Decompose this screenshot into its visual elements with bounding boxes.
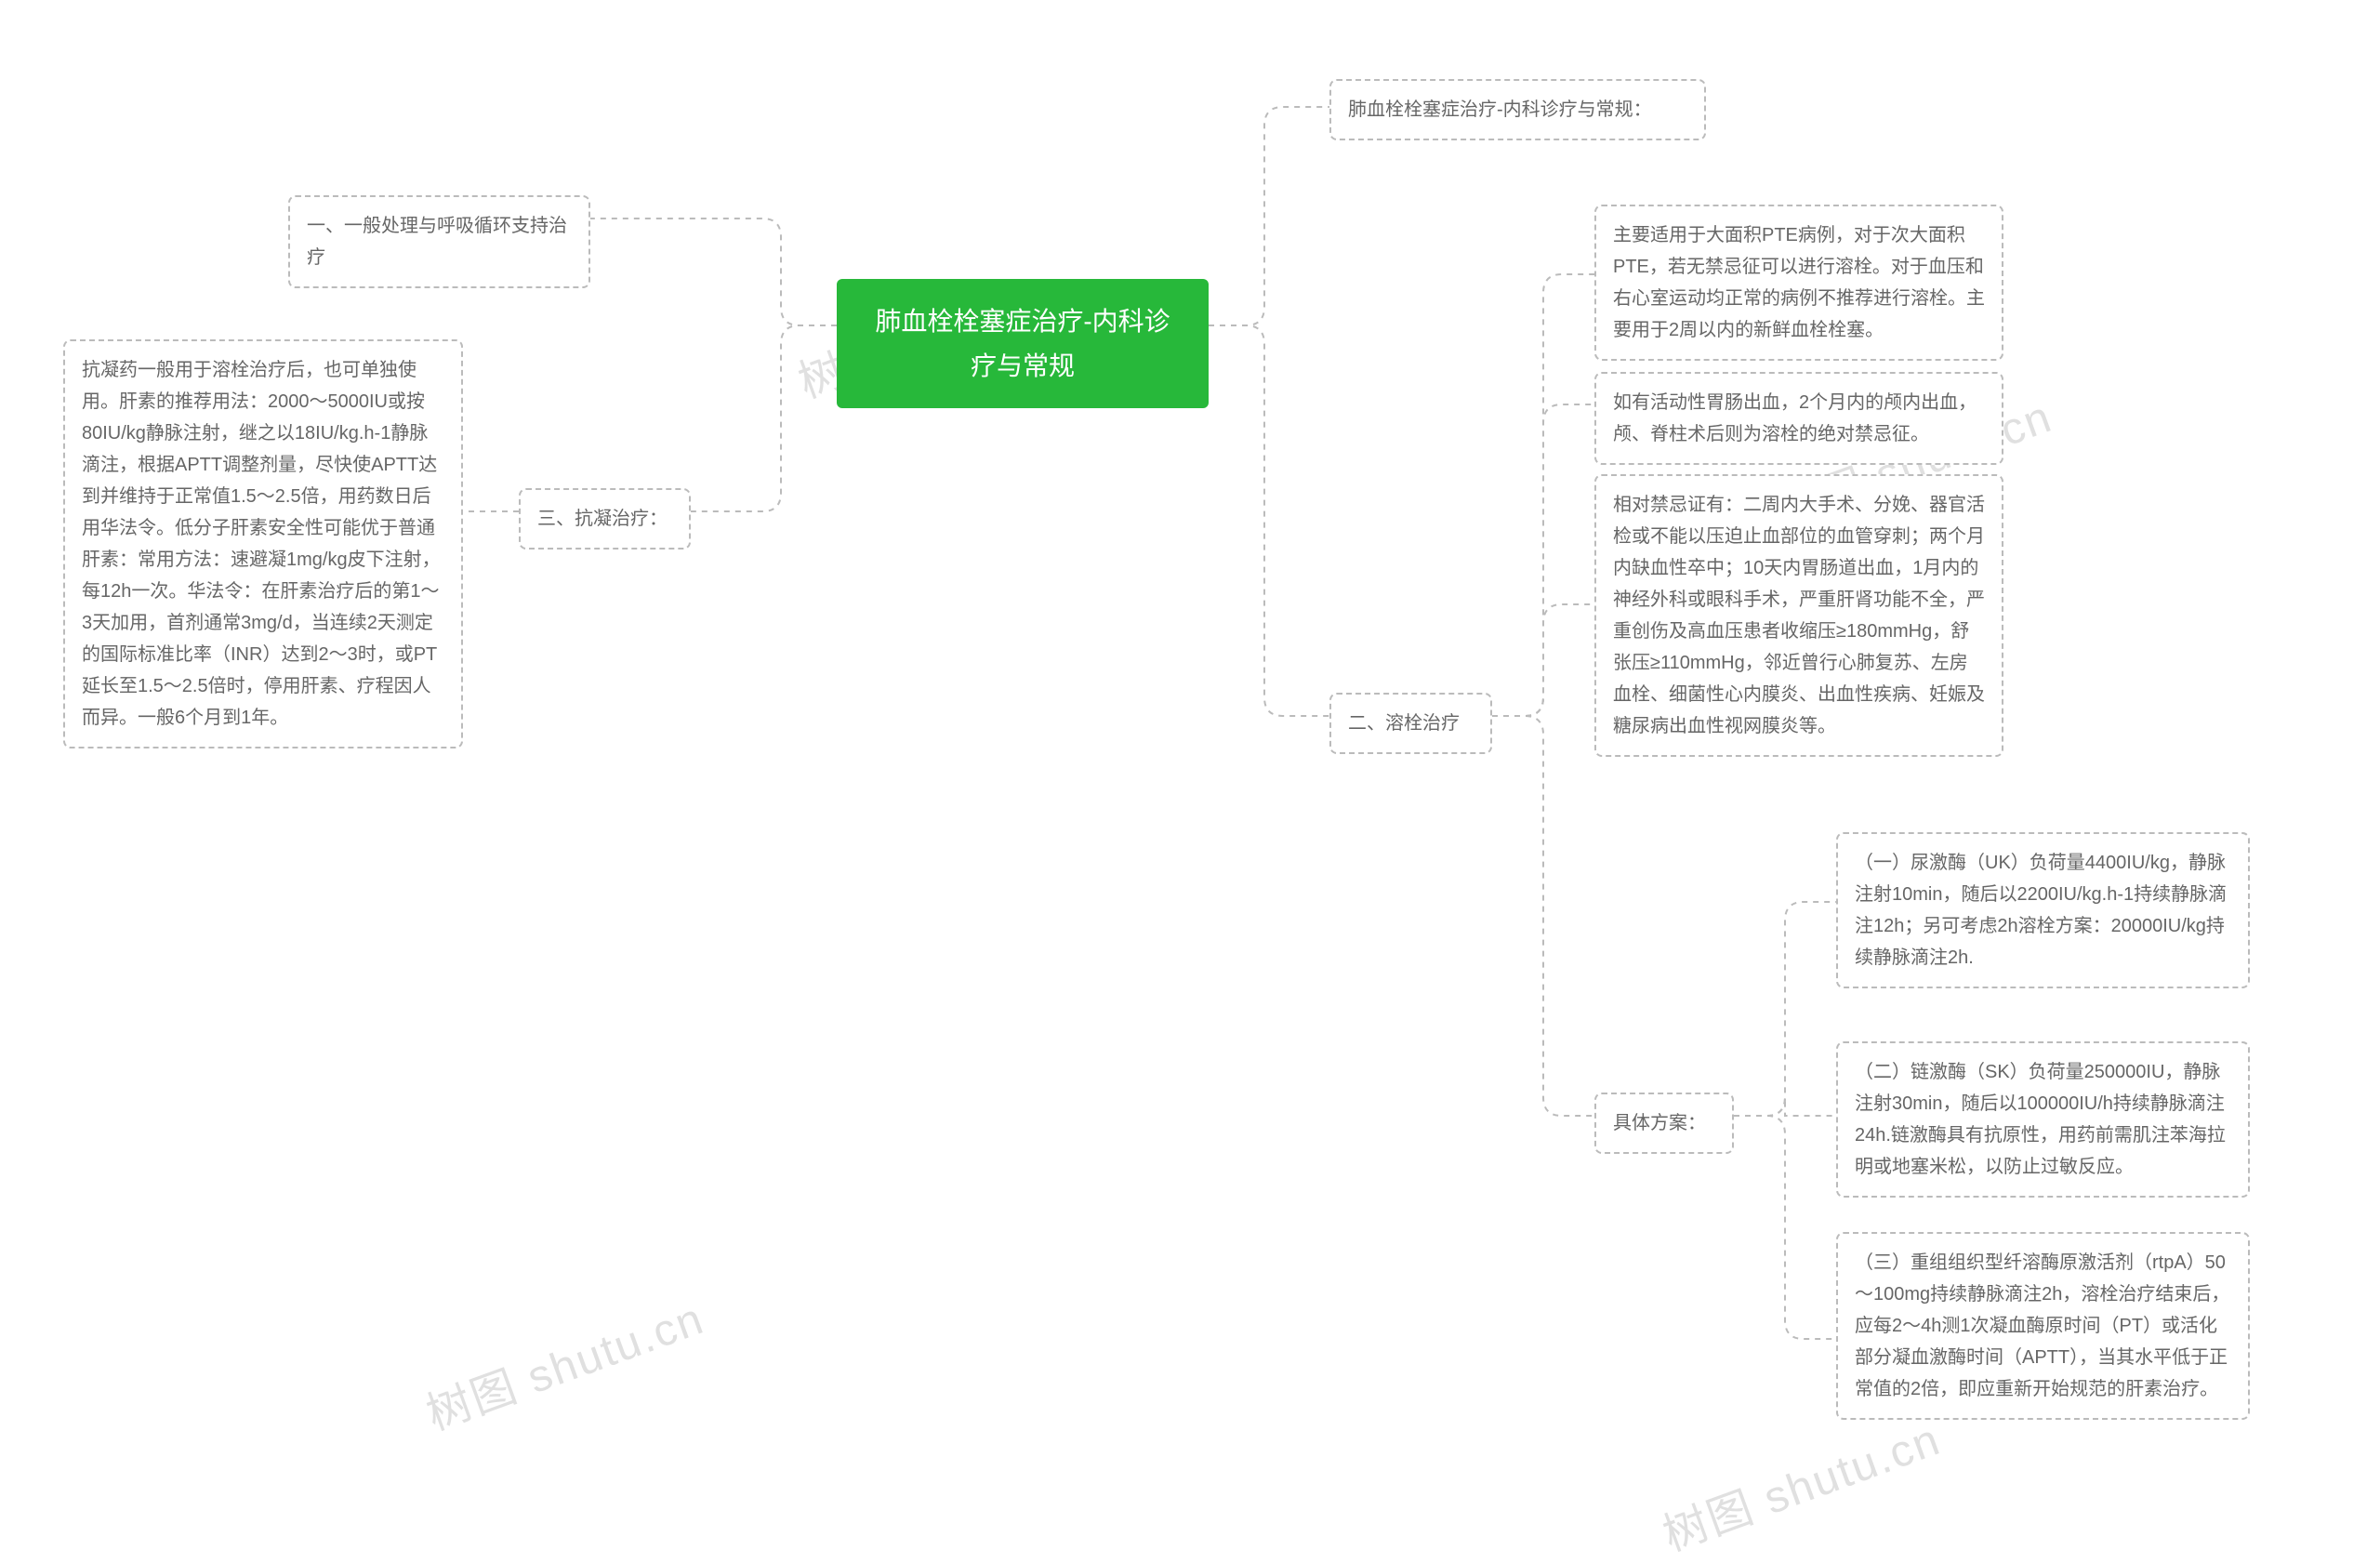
right-node-thrombo-child-3: 相对禁忌证有：二周内大手术、分娩、器官活检或不能以压迫止血部位的血管穿刺；两个月… (1594, 474, 2003, 757)
right-node-thrombolysis: 二、溶栓治疗 (1329, 693, 1492, 754)
left-node-general: 一、一般处理与呼吸循环支持治疗 (288, 195, 590, 288)
right-node-thrombo-child-2: 如有活动性胃肠出血，2个月内的颅内出血，颅、脊柱术后则为溶栓的绝对禁忌征。 (1594, 372, 2003, 465)
node-label: （二）链激酶（SK）负荷量250000IU，静脉注射30min，随后以10000… (1855, 1062, 2226, 1177)
right-node-thrombo-scheme: 具体方案： (1594, 1093, 1734, 1154)
watermark: 树图 shutu.cn (416, 1282, 711, 1443)
watermark: 树图 shutu.cn (1652, 1403, 1948, 1563)
node-label: 具体方案： (1613, 1113, 1706, 1133)
right-node-scheme-3: （三）重组组织型纤溶酶原激活剂（rtpA）50～100mg持续静脉滴注2h，溶栓… (1836, 1232, 2250, 1420)
node-label: 肺血栓栓塞症治疗-内科诊疗与常规： (1348, 99, 1652, 120)
node-label: 如有活动性胃肠出血，2个月内的颅内出血，颅、脊柱术后则为溶栓的绝对禁忌征。 (1613, 392, 1977, 444)
root-label: 肺血栓栓塞症治疗-内科诊疗与常规 (875, 307, 1170, 380)
node-label: 三、抗凝治疗： (537, 509, 668, 529)
root-node: 肺血栓栓塞症治疗-内科诊疗与常规 (837, 279, 1209, 408)
node-label: 抗凝药一般用于溶栓治疗后，也可单独使用。肝素的推荐用法：2000～5000IU或… (82, 360, 441, 728)
node-label: 二、溶栓治疗 (1348, 713, 1460, 734)
right-node-scheme-1: （一）尿激酶（UK）负荷量4400IU/kg，静脉注射10min，随后以2200… (1836, 832, 2250, 988)
left-node-anticoag-detail: 抗凝药一般用于溶栓治疗后，也可单独使用。肝素的推荐用法：2000～5000IU或… (63, 339, 463, 748)
node-label: （三）重组组织型纤溶酶原激活剂（rtpA）50～100mg持续静脉滴注2h，溶栓… (1855, 1252, 2229, 1399)
node-label: 主要适用于大面积PTE病例，对于次大面积PTE，若无禁忌征可以进行溶栓。对于血压… (1613, 225, 1985, 340)
right-node-title: 肺血栓栓塞症治疗-内科诊疗与常规： (1329, 79, 1706, 140)
right-node-scheme-2: （二）链激酶（SK）负荷量250000IU，静脉注射30min，随后以10000… (1836, 1041, 2250, 1198)
node-label: 一、一般处理与呼吸循环支持治疗 (307, 216, 567, 268)
right-node-thrombo-child-1: 主要适用于大面积PTE病例，对于次大面积PTE，若无禁忌征可以进行溶栓。对于血压… (1594, 205, 2003, 361)
node-label: 相对禁忌证有：二周内大手术、分娩、器官活检或不能以压迫止血部位的血管穿刺；两个月… (1613, 495, 1985, 736)
left-node-anticoag: 三、抗凝治疗： (519, 488, 691, 550)
node-label: （一）尿激酶（UK）负荷量4400IU/kg，静脉注射10min，随后以2200… (1855, 853, 2227, 968)
